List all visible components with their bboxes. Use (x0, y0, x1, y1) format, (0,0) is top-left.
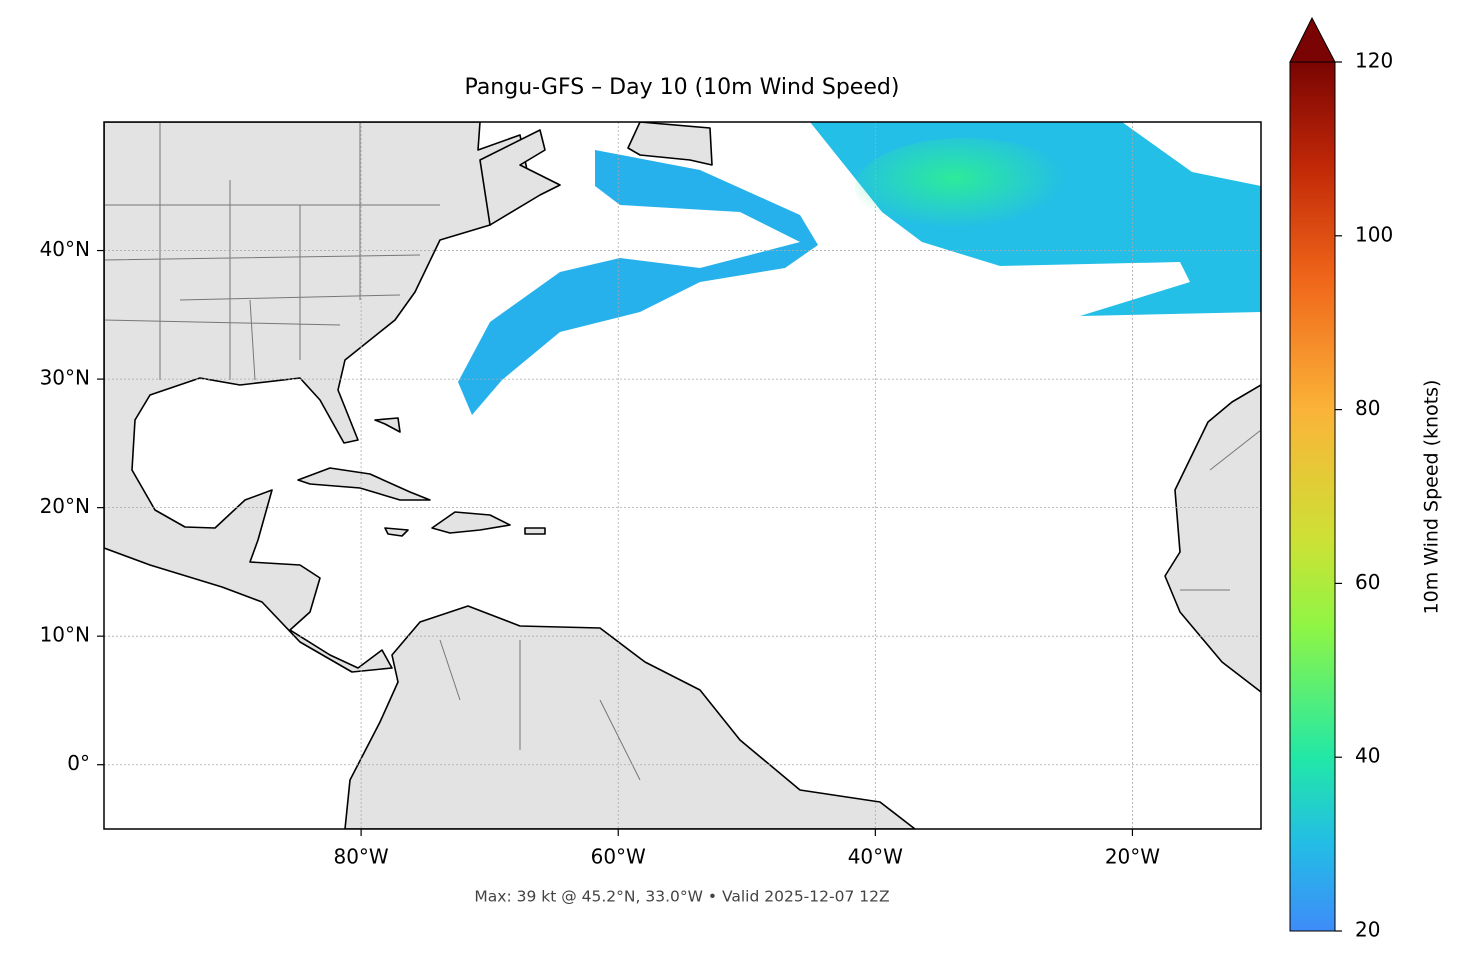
colorbar-extend (1289, 16, 1336, 63)
graticule (104, 122, 1261, 829)
puerto-rico (524, 527, 546, 535)
footer: Max: 39 kt @ 45.2°N, 33.0°W • Valid 2025… (474, 888, 889, 906)
colorbar-tick-label: 100 (1355, 222, 1393, 246)
x-tick-label: 80°W (333, 845, 388, 869)
map-area (104, 122, 1261, 829)
x-tick-label: 20°W (1105, 845, 1160, 869)
wind-swath (458, 150, 818, 415)
x-tick-label: 60°W (591, 845, 646, 869)
bahamas (374, 417, 401, 433)
atlantic-canada (627, 122, 713, 166)
colorbar (1289, 61, 1336, 932)
wind-field (458, 122, 1261, 415)
colorbar-tick-label: 20 (1355, 918, 1380, 942)
x-tick-label: 40°W (848, 845, 903, 869)
newfoundland-coast (479, 129, 561, 226)
north-central-america (104, 122, 531, 673)
state-borders (104, 122, 1261, 781)
cuba (297, 467, 431, 501)
y-tick-label: 10°N (40, 623, 90, 647)
jamaica (384, 527, 409, 537)
y-tick-label: 30°N (40, 366, 90, 390)
africa (1164, 384, 1261, 693)
colorbar-tick-label: 40 (1355, 744, 1380, 768)
south-america (344, 605, 916, 829)
wind-max (855, 138, 1075, 238)
map-title: Pangu-GFS – Day 10 (10m Wind Speed) (465, 75, 900, 100)
colorbar-tick-label: 120 (1355, 49, 1393, 73)
colorbar-tick-label: 80 (1355, 396, 1380, 420)
y-tick-label: 20°N (40, 494, 90, 518)
map-frame (103, 121, 1262, 830)
colorbar-tick-label: 60 (1355, 570, 1380, 594)
colorbar-label: 10m Wind Speed (knots) (1421, 380, 1443, 615)
y-tick-label: 40°N (40, 237, 90, 261)
hispaniola (431, 511, 511, 534)
y-tick-label: 0° (67, 751, 90, 775)
